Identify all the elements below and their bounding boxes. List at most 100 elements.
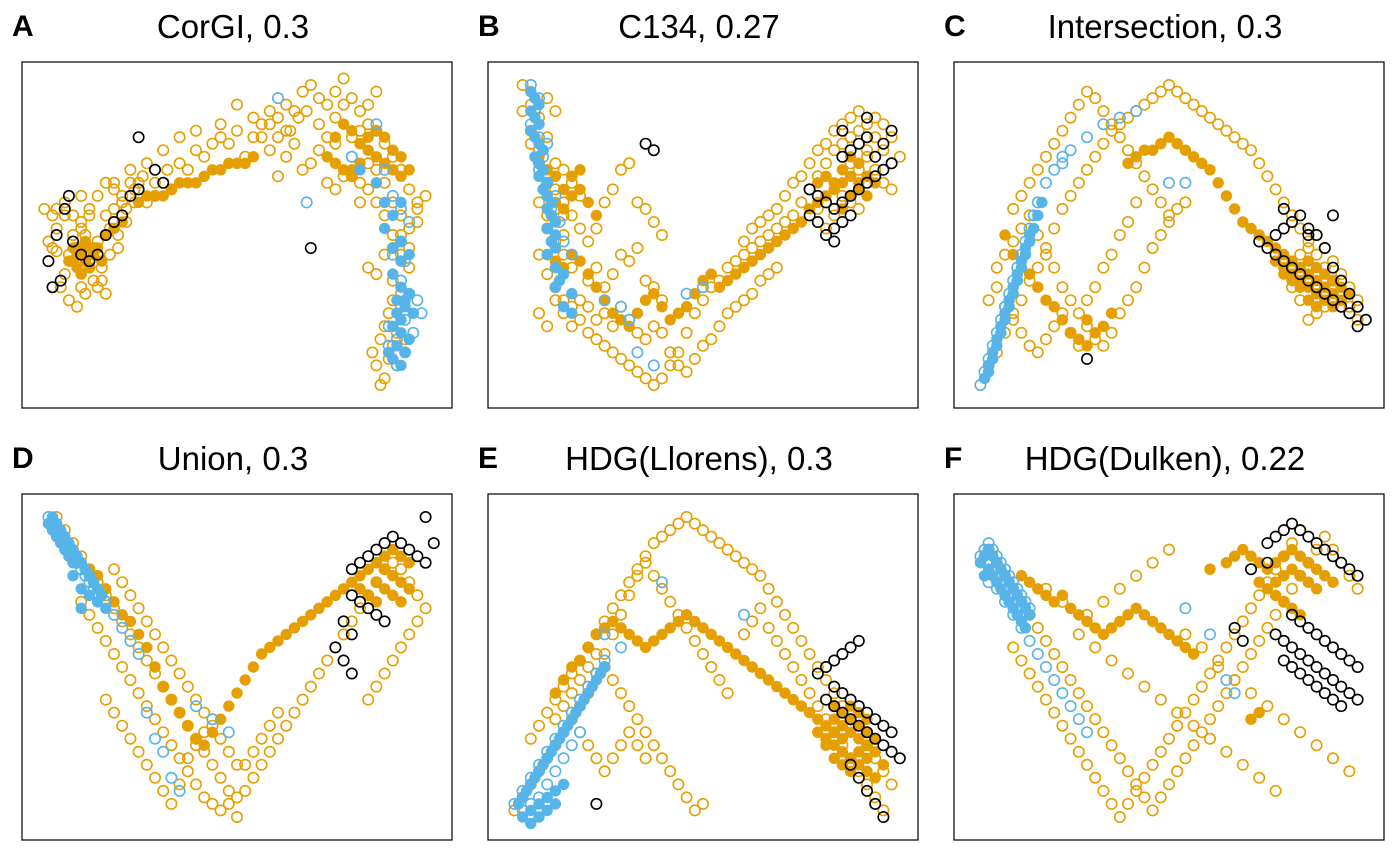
scatter-point [590,797,603,810]
scatter-point [819,693,832,706]
scatter-point [1097,784,1110,797]
scatter-point [427,537,440,550]
scatter-point [1212,700,1225,713]
scatter-point [853,759,865,771]
scatter-point [1261,556,1274,569]
scatter-point [852,124,865,137]
scatter-point [787,661,800,674]
scatter-point [1237,216,1249,228]
scatter-point [108,202,121,215]
scatter-point [1007,288,1019,300]
scatter-point [623,157,636,170]
scatter-point [1073,333,1085,345]
scatter-point [1294,550,1306,562]
scatter-point [565,320,578,333]
scatter-point [1122,111,1135,124]
scatter-point [574,183,586,196]
scatter-point [312,144,325,157]
scatter-point [688,352,701,365]
scatter-point [1310,543,1323,556]
panel-title: C134, 0.27 [618,8,780,45]
scatter-point [533,170,545,183]
scatter-point [374,333,387,346]
scatter-point [1048,222,1061,235]
scatter-point [140,700,153,713]
scatter-point [1318,530,1331,543]
scatter-point [132,745,145,758]
scatter-point [1019,248,1032,261]
scatter-point [337,118,350,130]
scatter-point [1056,157,1069,170]
scatter-point [206,797,219,810]
scatter-point [647,537,660,550]
scatter-point [411,589,424,602]
scatter-point [623,255,636,268]
plot-frame [487,493,919,841]
scatter-point [386,654,399,667]
scatter-point [1097,137,1110,150]
scatter-point [549,105,562,118]
scatter-point [689,615,701,628]
scatter-point [598,765,611,778]
scatter-point [1003,301,1015,313]
scatter-point [754,569,767,582]
scatter-point [394,641,407,654]
scatter-point [1187,739,1200,752]
scatter-point [75,602,87,615]
scatter-point [1220,557,1233,569]
scatter-point [606,346,619,359]
scatter-point [557,752,570,765]
scatter-point [861,739,873,751]
scatter-point [672,778,685,791]
scatter-point [1335,680,1348,693]
scatter-point [255,732,268,745]
scatter-point [1130,105,1143,118]
scatter-point [689,288,701,300]
scatter-point [165,654,178,667]
scatter-point [395,359,407,372]
scatter-point [157,784,170,797]
scatter-point [762,582,775,595]
scatter-point [770,595,783,608]
scatter-point [407,307,419,319]
scatter-point [1040,294,1052,306]
scatter-point [1326,693,1339,706]
scatter-point [1326,674,1339,687]
scatter-point [190,144,203,157]
scatter-point [631,635,644,647]
scatter-point [247,131,260,144]
scatter-point [124,674,137,687]
scatter-point [590,648,603,661]
scatter-point [1097,339,1110,352]
scatter-point [541,131,554,144]
scatter-point [1081,352,1094,365]
scatter-point [1310,680,1323,693]
scatter-point [149,713,162,726]
scatter-point [247,745,260,758]
scatter-point [99,693,112,706]
scatter-point [746,222,759,235]
scatter-point [239,758,252,771]
scatter-point [1228,628,1241,641]
scatter-point [557,778,570,791]
scatter-point [378,222,391,235]
scatter-point [885,131,898,144]
scatter-point [198,150,211,163]
scatter-point [100,602,112,615]
scatter-point [296,615,309,628]
scatter-point [737,628,750,641]
scatter-point [844,726,857,738]
scatter-point [836,720,849,732]
scatter-point [1326,550,1339,563]
scatter-point [1163,131,1175,143]
scatter-point [828,752,840,764]
scatter-point [403,164,415,176]
scatter-point [672,359,685,372]
scatter-point [149,163,162,176]
scatter-point [737,294,750,307]
scatter-point [877,739,890,752]
scatter-point [1023,634,1036,647]
scatter-point [1072,98,1085,111]
scatter-point [58,196,71,209]
scatter-point [1302,313,1315,326]
